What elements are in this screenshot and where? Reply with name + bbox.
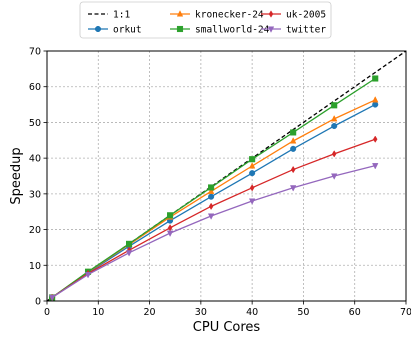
data-point: [249, 170, 256, 177]
data-point: [126, 240, 133, 247]
legend-item-smallworld-24: smallworld-24: [170, 25, 270, 36]
data-point: [331, 102, 338, 109]
y-tick-label: 30: [29, 189, 41, 200]
data-point: [372, 75, 379, 82]
legend-marker: [176, 10, 184, 17]
legend-marker: [267, 26, 275, 33]
y-axis-label: Speedup: [9, 147, 24, 204]
legend-label: uk-2005: [286, 10, 326, 21]
legend-marker: [268, 10, 274, 18]
data-point: [372, 163, 379, 170]
x-tick-label: 30: [195, 307, 207, 318]
data-point: [208, 184, 215, 191]
data-point: [207, 187, 215, 194]
legend-label: kronecker-24: [195, 10, 264, 21]
legend: 1:1 orkut kronecker-24 smallworld-24 uk-2005…: [79, 1, 332, 39]
legend-label: orkut: [113, 25, 142, 36]
legend-item-uk-2005: uk-2005: [261, 10, 326, 21]
data-point: [372, 101, 379, 108]
data-point: [166, 230, 174, 238]
data-point: [331, 150, 337, 158]
data-point: [372, 96, 379, 103]
y-tick-label: 50: [29, 118, 41, 129]
legend-marker: [94, 25, 102, 33]
data-point: [330, 173, 338, 180]
data-point: [48, 294, 56, 302]
data-point: [248, 198, 256, 205]
data-point: [290, 165, 296, 174]
legend-label: 1:1: [113, 10, 130, 21]
x-tick-label: 70: [400, 307, 411, 318]
legend-label: twitter: [286, 25, 326, 36]
legend-item-1:1: 1:1: [88, 10, 130, 21]
data-point: [249, 184, 255, 192]
data-point: [208, 202, 214, 211]
x-tick-label: 60: [349, 307, 361, 318]
data-point: [289, 137, 297, 144]
data-point: [125, 250, 133, 257]
legend-item-kronecker-24: kronecker-24: [170, 10, 264, 21]
data-point: [290, 129, 297, 136]
data-point: [248, 162, 256, 169]
data-point: [372, 135, 378, 143]
x-axis-label: CPU Cores: [193, 320, 261, 335]
axes: 0 10 20 30 40 50 60 70 0 10 20 30 40 50 60 70: [29, 47, 411, 319]
data-point: [167, 212, 174, 219]
data-point: [290, 145, 297, 152]
series-line: [51, 138, 376, 298]
series-twitter: [48, 163, 379, 302]
data-point: [167, 224, 173, 232]
data-point: [84, 272, 92, 279]
data-point: [330, 114, 338, 122]
y-tick-label: 40: [29, 154, 41, 165]
x-tick-label: 40: [246, 307, 258, 318]
legend-label: smallworld-24: [195, 25, 270, 36]
legend-item-orkut: orkut: [88, 25, 142, 36]
legend-item-twitter: twitter: [261, 25, 326, 36]
y-tick-label: 20: [29, 225, 41, 236]
data-point: [208, 193, 215, 200]
series-layer: [47, 51, 406, 302]
data-point: [207, 213, 215, 220]
x-tick-label: 10: [92, 307, 104, 318]
data-point: [331, 122, 338, 130]
y-tick-label: 0: [35, 297, 41, 308]
legend-marker: [176, 25, 184, 33]
y-tick-label: 60: [29, 82, 41, 93]
x-tick-label: 0: [44, 307, 50, 318]
series-uk-2005: [49, 135, 378, 302]
data-point: [289, 185, 297, 192]
plot-frame: [46, 50, 407, 302]
x-tick-label: 20: [144, 307, 156, 318]
x-tick-label: 50: [297, 307, 309, 318]
y-tick-label: 10: [29, 261, 41, 272]
data-point: [249, 156, 256, 163]
y-tick-label: 70: [29, 47, 41, 58]
